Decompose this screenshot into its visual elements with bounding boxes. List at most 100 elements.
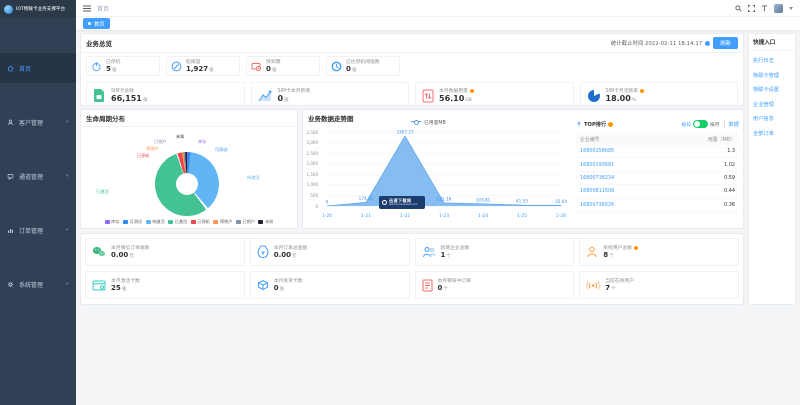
watermark-logo-icon bbox=[382, 200, 387, 205]
donut-slice-label: 已停机 bbox=[137, 153, 150, 158]
quick-link-enterprise-mgmt[interactable]: 企业管理 bbox=[753, 101, 774, 108]
sim-card-icon bbox=[92, 280, 106, 290]
data-button[interactable]: 数据 bbox=[728, 121, 739, 128]
legend-item[interactable]: 预销户 bbox=[213, 219, 232, 225]
table-header: 企业编号 用量（MB） bbox=[576, 133, 739, 145]
sidebar-item-label: 客户管理 bbox=[19, 119, 44, 127]
sidebar-item-orders[interactable]: 订单管理 ∨ bbox=[0, 215, 76, 245]
usage-value: 1.3 bbox=[727, 148, 735, 155]
period-toggle[interactable] bbox=[693, 120, 708, 128]
enterprise-id-link[interactable]: 16800158685 bbox=[580, 148, 615, 155]
info-icon bbox=[640, 88, 645, 93]
refresh-button[interactable]: 刷新 bbox=[713, 37, 738, 49]
card-online-users: 当前在线用户 7个 bbox=[579, 271, 739, 299]
tag-label: 首页 bbox=[94, 21, 105, 28]
legend-label: 未知 bbox=[264, 219, 274, 224]
stat-time-row: 统计截止时间 2022-02-11 18:14:17 刷新 bbox=[611, 37, 738, 49]
area-chart: 0 1-20 174.45 1-21 3307.27 1-22 151.18 1-23 103.… bbox=[322, 130, 567, 219]
online-icon bbox=[586, 280, 600, 290]
enterprise-id-link[interactable]: 16800736526 bbox=[580, 201, 615, 208]
quick-link-iot-card-settings[interactable]: 物联卡设置 bbox=[753, 87, 779, 93]
series-legend[interactable]: 已用量MB bbox=[411, 119, 446, 126]
table-body: 16800158685 1.3 16800193681 1.02 16800738234… bbox=[576, 145, 739, 212]
enterprise-id-link[interactable]: 16800193681 bbox=[580, 161, 615, 168]
caret-down-icon[interactable] bbox=[789, 6, 793, 10]
svg-text:1-26: 1-26 bbox=[556, 213, 566, 219]
sidebar-item-home[interactable]: 首页 bbox=[0, 53, 76, 83]
donut-hole bbox=[176, 173, 198, 195]
sidebar-item-customers[interactable]: 客户管理 ∨ bbox=[0, 107, 76, 137]
divider bbox=[723, 120, 725, 128]
breadcrumb[interactable]: 首页 bbox=[97, 5, 110, 13]
chevron-down-icon: ∨ bbox=[65, 227, 69, 233]
donut-slice-label: 预销户 bbox=[146, 146, 159, 151]
search-icon[interactable] bbox=[735, 4, 742, 12]
legend-item[interactable]: 已销户 bbox=[235, 219, 255, 225]
tag-home[interactable]: 首页 bbox=[83, 18, 110, 29]
y-axis-tick: 2,500 bbox=[306, 150, 318, 156]
sidebar-item-label: 首页 bbox=[19, 65, 32, 73]
package-icon bbox=[257, 279, 268, 291]
quick-link-all-orders[interactable]: 全部订单 bbox=[753, 130, 774, 137]
sidebar-item-channels[interactable]: 通道管理 ∨ bbox=[0, 161, 76, 191]
col-enterprise-id: 企业编号 bbox=[580, 136, 600, 143]
legend-item[interactable]: 可测试 bbox=[123, 219, 142, 225]
avatar[interactable] bbox=[774, 3, 783, 13]
chevron-down-icon: ∨ bbox=[65, 173, 69, 179]
panel-title: 业务总览 bbox=[86, 40, 112, 48]
quick-link-iot-card-mgmt[interactable]: 物联卡管理 bbox=[753, 72, 779, 79]
legend-swatch bbox=[145, 220, 151, 224]
donut-slice-label: 库存 bbox=[198, 139, 207, 144]
donut-slice-label: 待激活 bbox=[247, 175, 260, 180]
stat-card-sim-new: SIM卡本月新增 0张 bbox=[250, 82, 409, 109]
enterprise-id-link[interactable]: 16800811508 bbox=[580, 188, 615, 195]
usage-value: 0.59 bbox=[724, 174, 735, 181]
quick-link-exec-log[interactable]: 执行日志 bbox=[753, 58, 774, 64]
legend-item[interactable]: 待激活 bbox=[145, 219, 165, 225]
y-axis-tick: 0 bbox=[315, 203, 318, 209]
donut-slice-label: 未知 bbox=[176, 134, 185, 139]
info-icon bbox=[608, 121, 614, 127]
stat-time-label: 统计截止时间 2022-02-11 18:14:17 bbox=[610, 41, 703, 47]
toggle-monthly-label[interactable]: 按月 bbox=[710, 122, 720, 128]
stat-card-threshold-reached: 已达停机阈值数 0张 bbox=[326, 56, 400, 76]
legend-item[interactable]: 已激活 bbox=[168, 219, 187, 225]
table-row: 16800158685 1.3 bbox=[576, 145, 739, 159]
sidebar-item-system[interactable]: 系统管理 ∨ bbox=[0, 269, 76, 299]
donut-slice-label: 可测试 bbox=[215, 147, 228, 152]
hamburger-icon[interactable] bbox=[83, 5, 91, 12]
trend-panel: 业务数据走势图 已用量MB 0 500 1,000 1,500 2,000 2,500 3,… bbox=[302, 109, 744, 229]
svg-text:1-20: 1-20 bbox=[322, 213, 332, 219]
usage-value: 1.02 bbox=[724, 161, 735, 168]
card-system-users: 系统用户总数 8个 bbox=[579, 238, 739, 266]
legend-item[interactable]: 已停机 bbox=[190, 219, 210, 225]
svg-text:174.45: 174.45 bbox=[359, 196, 374, 201]
info-icon bbox=[705, 40, 711, 46]
svg-text:151.18: 151.18 bbox=[437, 196, 452, 201]
font-size-icon[interactable] bbox=[761, 4, 768, 12]
card-wechat-income: 本月微信订单收款 0.00元 bbox=[85, 238, 245, 266]
y-axis-tick: 1,500 bbox=[306, 171, 318, 177]
sidebar-item-label: 系统管理 bbox=[19, 281, 44, 289]
y-axis-tick: 3,000 bbox=[306, 140, 318, 146]
legend-item[interactable]: 未知 bbox=[258, 219, 273, 225]
legend-item[interactable]: 库存 bbox=[104, 219, 120, 225]
tags-bar: 首页 bbox=[76, 16, 800, 30]
quick-link-user-info[interactable]: 用户信息 bbox=[753, 116, 774, 122]
legend-swatch bbox=[213, 220, 219, 224]
lifecycle-panel: 生命周期分布 库存 可测试 待激活 已激活 已停机 预销户 已销户 未知 库存 可测试 待激活 已激… bbox=[80, 109, 298, 229]
sidebar-item-label: 订单管理 bbox=[19, 227, 44, 235]
channel-icon bbox=[7, 173, 14, 180]
svg-text:0: 0 bbox=[326, 200, 329, 205]
y-axis-tick: 1,000 bbox=[306, 182, 318, 188]
big-stat-row: SIM卡总数 66,151张 SIM卡本月新增 0张 本月数据用量 56.10G… bbox=[81, 79, 743, 112]
info-icon bbox=[634, 245, 639, 250]
toggle-daily-label[interactable]: 按日 bbox=[681, 122, 691, 128]
edit-circle-icon bbox=[171, 61, 182, 71]
donut-slice-label: 已销户 bbox=[154, 139, 167, 144]
enterprise-id-link[interactable]: 16800738234 bbox=[580, 174, 615, 181]
donut-slice-label: 已激活 bbox=[96, 189, 109, 194]
wechat-icon bbox=[92, 246, 105, 257]
usage-value: 0.44 bbox=[724, 188, 735, 195]
fullscreen-icon[interactable] bbox=[748, 4, 755, 12]
